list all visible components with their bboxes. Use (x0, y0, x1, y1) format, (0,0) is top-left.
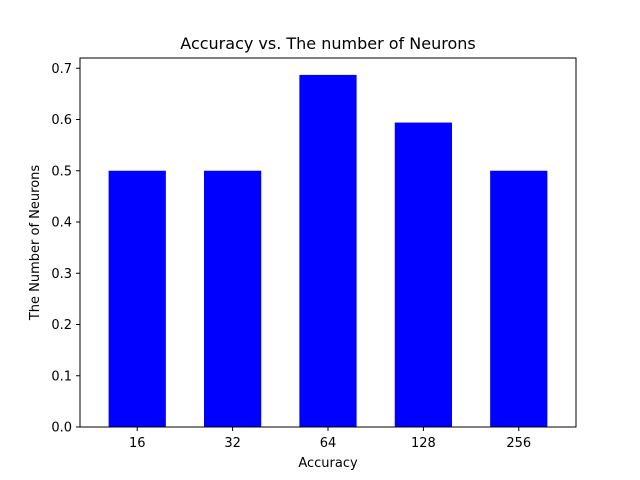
ticks-layer: 16 32 64 128 256 0.0 0.1 0.2 0.3 0.4 0.5 0.6 0.7 (51, 62, 531, 451)
x-tick-label: 16 (129, 436, 146, 451)
x-tick-label: 256 (506, 436, 531, 451)
bar-128 (394, 122, 452, 427)
x-tick-label: 32 (224, 436, 241, 451)
bar-64 (299, 74, 357, 427)
y-axis-label: The Number of Neurons (28, 165, 43, 322)
bar-16 (108, 170, 166, 427)
y-tick-label: 0.7 (51, 62, 72, 77)
plot-frame (79, 57, 577, 428)
x-tick-label: 64 (320, 436, 337, 451)
y-tick-label: 0.3 (51, 267, 72, 282)
y-tick-label: 0.1 (51, 369, 72, 384)
y-tick-label: 0.6 (51, 113, 72, 128)
x-axis-label: Accuracy (298, 456, 358, 471)
y-tick-label: 0.5 (51, 164, 72, 179)
chart-title: Accuracy vs. The number of Neurons (180, 34, 475, 53)
bar-32 (204, 170, 262, 427)
x-tick-label: 128 (411, 436, 436, 451)
bars-layer (108, 74, 548, 427)
bar-256 (490, 170, 548, 427)
y-tick-label: 0.4 (51, 216, 72, 231)
y-tick-label: 0.0 (51, 421, 72, 436)
y-tick-label: 0.2 (51, 318, 72, 333)
